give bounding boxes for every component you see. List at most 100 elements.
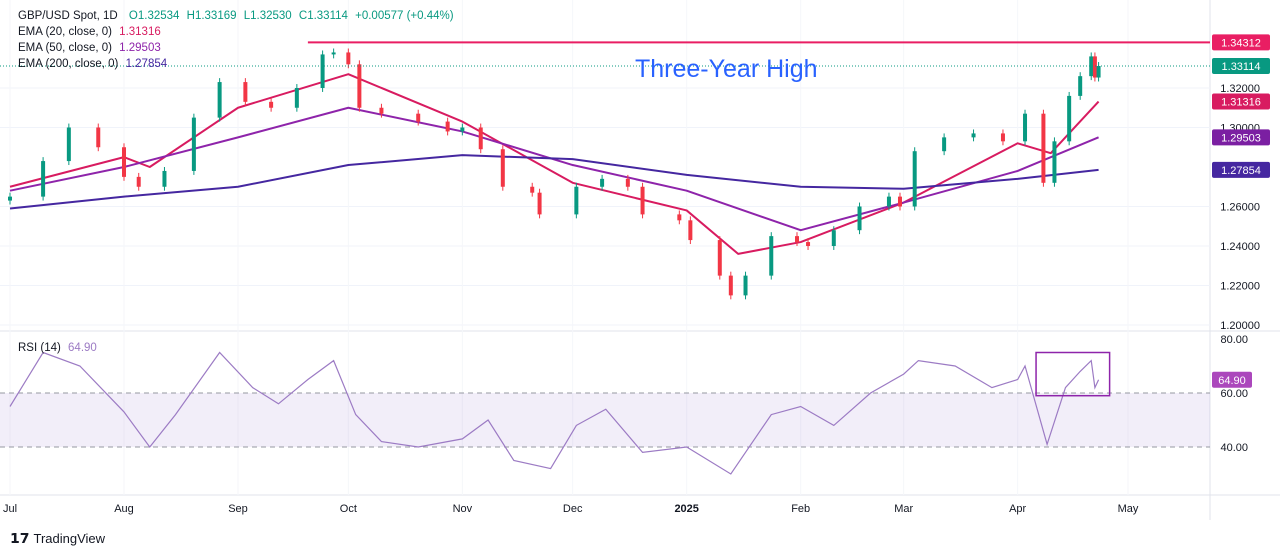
candle-body xyxy=(806,242,811,246)
rsi-tick-label: 40.00 xyxy=(1220,442,1248,454)
rsi-tick-label: 60.00 xyxy=(1220,388,1248,400)
ema-line-20 xyxy=(9,73,1100,255)
time-tick-label: Oct xyxy=(340,503,357,515)
candle-body xyxy=(331,52,336,55)
close-value: C1.33114 xyxy=(298,10,348,22)
candle-body xyxy=(1052,141,1057,183)
time-tick-label: Feb xyxy=(791,503,810,515)
time-tick-label: May xyxy=(1118,503,1139,515)
candle-body xyxy=(294,88,299,108)
time-tick-label: Sep xyxy=(228,503,248,515)
ema200-label: EMA (200, close, 0) xyxy=(18,58,119,70)
candle-body xyxy=(96,127,101,148)
ema50-legend[interactable]: EMA (50, close, 0) 1.29503 xyxy=(18,42,165,54)
candle-body xyxy=(971,133,976,138)
tradingview-icon: 𝟭𝟳 xyxy=(10,530,30,546)
price-tick-label: 1.22000 xyxy=(1220,281,1260,293)
time-tick-label: Nov xyxy=(453,503,473,515)
candle-body xyxy=(530,186,535,193)
price-tick-label: 1.32000 xyxy=(1220,83,1260,95)
ema-line-200 xyxy=(9,154,1099,210)
candle-body xyxy=(136,176,141,187)
ema20-label: EMA (20, close, 0) xyxy=(18,26,112,38)
candle-body xyxy=(445,121,450,132)
symbol-label: GBP/USD Spot, 1D xyxy=(18,10,118,22)
candle-body xyxy=(66,127,71,162)
rsi-highlight-box xyxy=(1035,351,1111,397)
candle-body xyxy=(1000,133,1005,142)
time-tick-label: Dec xyxy=(563,503,583,515)
candle-body xyxy=(243,82,248,102)
resistance-price-tag: 1.34312 xyxy=(1221,37,1261,49)
rsi-value: 64.90 xyxy=(68,342,97,354)
candle-body xyxy=(478,127,483,150)
high-value: H1.33169 xyxy=(186,10,237,22)
low-value: L1.32530 xyxy=(243,10,292,22)
rsi-legend[interactable]: RSI (14) 64.90 xyxy=(18,342,101,354)
time-tick-label: 2025 xyxy=(674,503,698,515)
price-tag: 1.27854 xyxy=(1221,165,1261,177)
time-tick-label: Jul xyxy=(3,503,17,515)
candle-body xyxy=(1092,56,1097,78)
candle-body xyxy=(162,170,167,187)
time-tick-label: Aug xyxy=(114,503,134,515)
ema-line-50 xyxy=(9,106,1099,232)
candle-body xyxy=(857,206,862,231)
candle-body xyxy=(191,117,196,171)
time-tick-label: Mar xyxy=(894,503,913,515)
ema50-label: EMA (50, close, 0) xyxy=(18,42,112,54)
price-tag: 1.31316 xyxy=(1221,97,1261,109)
tradingview-logo[interactable]: 𝟭𝟳 TradingView xyxy=(10,530,105,547)
candle-body xyxy=(8,196,12,201)
candle-body xyxy=(379,107,384,114)
candle-body xyxy=(625,178,630,187)
candle-body xyxy=(346,52,351,65)
ema50-value: 1.29503 xyxy=(119,42,161,54)
open-value: O1.32534 xyxy=(128,10,180,22)
candle-body xyxy=(1041,113,1046,183)
candle-body xyxy=(728,275,733,296)
price-tick-label: 1.24000 xyxy=(1220,241,1260,253)
price-tag-bg xyxy=(1212,129,1270,146)
ema20-legend[interactable]: EMA (20, close, 0) 1.31316 xyxy=(18,26,165,38)
rsi-band xyxy=(0,393,1210,447)
rsi-label: RSI (14) xyxy=(18,342,61,354)
resistance-price-tag-bg xyxy=(1212,34,1270,51)
rsi-value-tag-bg xyxy=(1212,371,1252,388)
candle-body xyxy=(640,186,645,215)
price-tag: 1.29503 xyxy=(1221,132,1261,144)
candle-body xyxy=(500,149,505,187)
candle-body xyxy=(912,151,917,207)
brand-label: TradingView xyxy=(33,531,106,546)
candle-body xyxy=(886,196,891,207)
candle-body xyxy=(41,161,46,197)
candle-body xyxy=(677,214,682,221)
candle-body xyxy=(1089,56,1094,77)
candle-body xyxy=(717,240,722,276)
candle-body xyxy=(460,127,465,132)
price-tag-bg xyxy=(1212,57,1270,74)
ema200-value: 1.27854 xyxy=(125,58,168,70)
three-year-high-annotation: Three-Year High xyxy=(635,55,818,83)
price-tick-label: 1.26000 xyxy=(1220,202,1260,214)
candle-body xyxy=(942,137,947,152)
candle-body xyxy=(574,186,579,215)
candle-body xyxy=(769,236,774,276)
candle-body xyxy=(217,82,222,118)
ema200-legend[interactable]: EMA (200, close, 0) 1.27854 xyxy=(18,58,171,70)
candle-body xyxy=(269,101,274,108)
candle-body xyxy=(537,192,542,215)
candle-body xyxy=(1078,76,1083,96)
candle-body xyxy=(320,54,325,88)
price-tag-bg xyxy=(1212,161,1270,178)
candle-body xyxy=(795,236,800,243)
candle-body xyxy=(743,275,748,296)
candle-body xyxy=(897,196,902,207)
candle-body xyxy=(122,147,127,177)
candle-body xyxy=(416,113,421,122)
rsi-value-tag: 64.90 xyxy=(1218,375,1246,387)
candle-body xyxy=(357,64,362,108)
candle-body xyxy=(1023,113,1028,142)
